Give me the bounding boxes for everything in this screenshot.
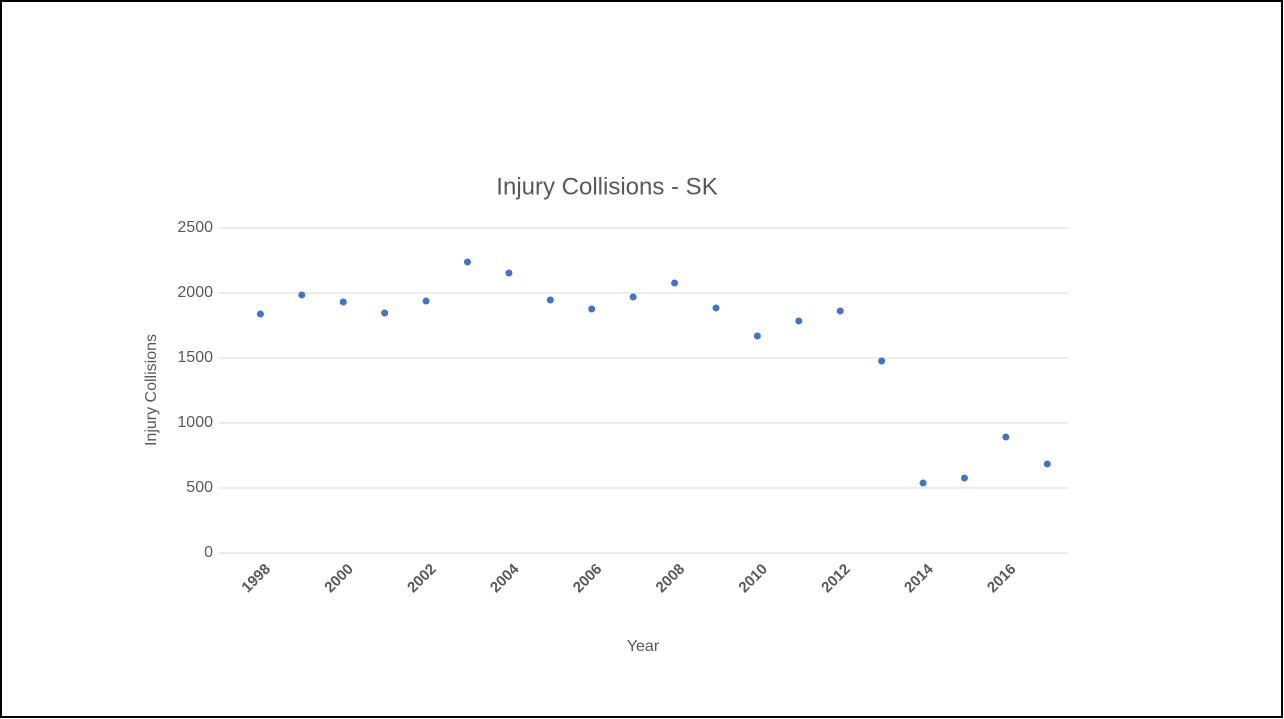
x-tick-label: 2010 (735, 561, 771, 597)
x-tick-label: 2008 (653, 561, 689, 597)
x-tick-label: 2016 (984, 561, 1020, 597)
data-point (836, 307, 844, 315)
data-point (256, 310, 264, 318)
data-point (878, 357, 886, 365)
data-point (960, 474, 968, 482)
x-tick-label: 2004 (487, 560, 523, 596)
x-tick-label: 2006 (570, 561, 606, 597)
y-tick-label: 500 (186, 479, 213, 496)
data-point (588, 305, 596, 313)
data-point (463, 258, 471, 266)
data-point (381, 309, 389, 317)
data-point (1043, 460, 1051, 468)
x-tick-label: 2014 (901, 560, 937, 596)
x-tick-label: 2002 (404, 561, 440, 597)
y-tick-label: 1500 (177, 349, 213, 366)
data-point (422, 297, 430, 305)
x-axis-label: Year (627, 638, 660, 655)
data-point (1002, 433, 1010, 441)
y-axis-label: Injury Collisions (143, 334, 160, 446)
y-tick-label: 1000 (177, 414, 213, 431)
x-tick-label: 1998 (238, 561, 274, 597)
data-point (629, 293, 637, 301)
y-tick-label: 2000 (177, 284, 213, 301)
data-point (505, 269, 513, 277)
data-point (712, 304, 720, 312)
data-point (671, 279, 679, 287)
x-tick-label: 2000 (321, 561, 357, 597)
data-point (546, 296, 554, 304)
y-tick-label: 2500 (177, 219, 213, 236)
chart-title: Injury Collisions - SK (496, 173, 717, 200)
x-tick-label: 2012 (818, 561, 854, 597)
data-point (298, 291, 306, 299)
data-point (753, 332, 761, 340)
data-point (919, 479, 927, 487)
data-point (339, 298, 347, 306)
y-tick-label: 0 (204, 544, 213, 561)
data-point (795, 317, 803, 325)
